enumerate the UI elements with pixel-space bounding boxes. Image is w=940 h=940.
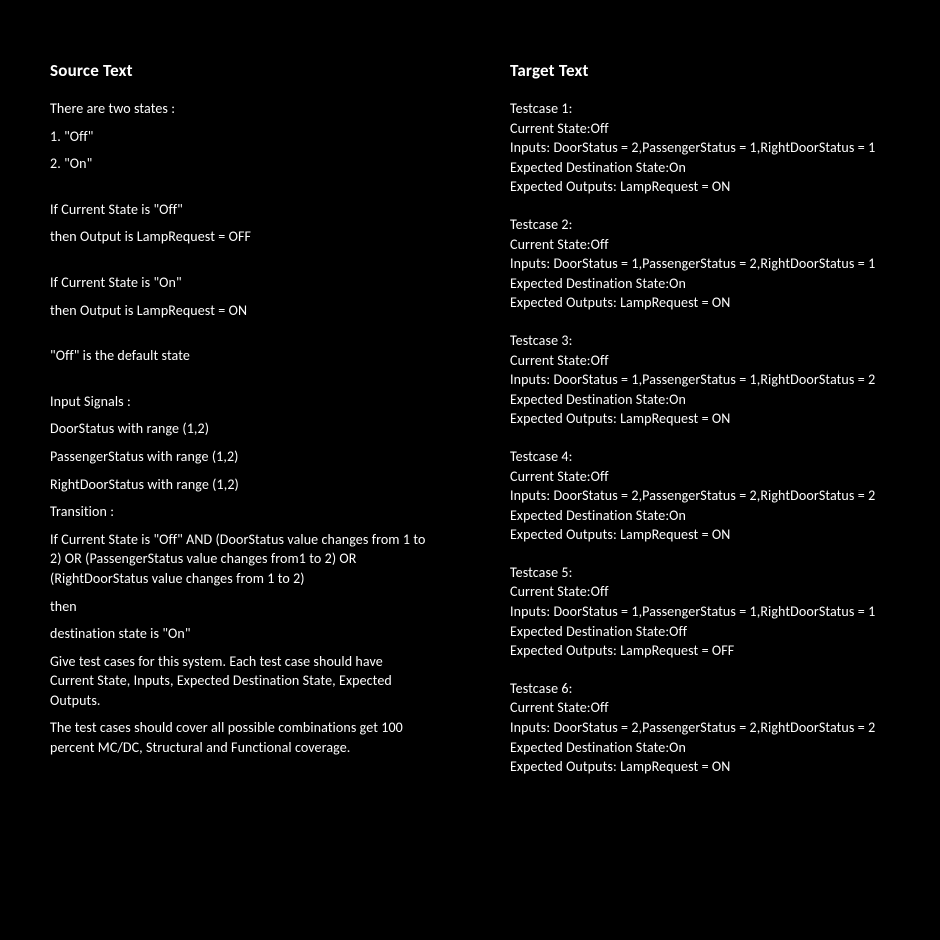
two-column-layout: Source Text There are two states : 1. "Of… — [30, 60, 910, 910]
testcase-title: Testcase 2: — [510, 215, 890, 235]
source-line: Input Signals : — [50, 392, 430, 412]
target-heading: Target Text — [510, 60, 890, 81]
source-spacer — [50, 182, 430, 200]
testcase-block: Testcase 6:Current State:OffInputs: Door… — [510, 679, 890, 777]
testcase-title: Testcase 5: — [510, 563, 890, 583]
source-line: If Current State is "On" — [50, 273, 430, 293]
source-line: then — [50, 597, 430, 617]
target-body: Testcase 1:Current State:OffInputs: Door… — [510, 99, 890, 795]
source-spacer — [50, 255, 430, 273]
testcase-currentState: Current State:Off — [510, 119, 890, 139]
testcase-inputs: Inputs: DoorStatus = 2,PassengerStatus =… — [510, 718, 890, 738]
testcase-title: Testcase 3: — [510, 331, 890, 351]
source-line: Give test cases for this system. Each te… — [50, 652, 430, 711]
target-column: Target Text Testcase 1:Current State:Off… — [490, 60, 910, 910]
testcase-destState: Expected Destination State:On — [510, 390, 890, 410]
testcase-inputs: Inputs: DoorStatus = 1,PassengerStatus =… — [510, 602, 890, 622]
source-line: PassengerStatus with range (1,2) — [50, 447, 430, 467]
testcase-outputs: Expected Outputs: LampRequest = ON — [510, 409, 890, 429]
testcase-currentState: Current State:Off — [510, 467, 890, 487]
source-line: If Current State is "Off" AND (DoorStatu… — [50, 530, 430, 589]
testcase-destState: Expected Destination State:Off — [510, 622, 890, 642]
source-line: 1. "Off" — [50, 127, 430, 147]
testcase-outputs: Expected Outputs: LampRequest = ON — [510, 177, 890, 197]
testcase-destState: Expected Destination State:On — [510, 506, 890, 526]
testcase-currentState: Current State:Off — [510, 351, 890, 371]
testcase-title: Testcase 6: — [510, 679, 890, 699]
source-line: then Output is LampRequest = ON — [50, 301, 430, 321]
source-heading: Source Text — [50, 60, 430, 81]
testcase-inputs: Inputs: DoorStatus = 2,PassengerStatus =… — [510, 138, 890, 158]
source-spacer — [50, 328, 430, 346]
testcase-title: Testcase 4: — [510, 447, 890, 467]
testcase-outputs: Expected Outputs: LampRequest = ON — [510, 293, 890, 313]
source-line: 2. "On" — [50, 154, 430, 174]
testcase-block: Testcase 2:Current State:OffInputs: Door… — [510, 215, 890, 313]
testcase-outputs: Expected Outputs: LampRequest = OFF — [510, 641, 890, 661]
source-line: then Output is LampRequest = OFF — [50, 227, 430, 247]
testcase-block: Testcase 4:Current State:OffInputs: Door… — [510, 447, 890, 545]
testcase-block: Testcase 5:Current State:OffInputs: Door… — [510, 563, 890, 661]
source-line: "Off" is the default state — [50, 346, 430, 366]
testcase-inputs: Inputs: DoorStatus = 1,PassengerStatus =… — [510, 254, 890, 274]
source-line: There are two states : — [50, 99, 430, 119]
testcase-outputs: Expected Outputs: LampRequest = ON — [510, 757, 890, 777]
testcase-destState: Expected Destination State:On — [510, 738, 890, 758]
testcase-outputs: Expected Outputs: LampRequest = ON — [510, 525, 890, 545]
source-line: If Current State is "Off" — [50, 200, 430, 220]
testcase-inputs: Inputs: DoorStatus = 2,PassengerStatus =… — [510, 486, 890, 506]
testcase-currentState: Current State:Off — [510, 582, 890, 602]
testcase-title: Testcase 1: — [510, 99, 890, 119]
source-line: DoorStatus with range (1,2) — [50, 419, 430, 439]
testcase-currentState: Current State:Off — [510, 235, 890, 255]
testcase-block: Testcase 1:Current State:OffInputs: Door… — [510, 99, 890, 197]
source-spacer — [50, 374, 430, 392]
source-column: Source Text There are two states : 1. "Of… — [30, 60, 450, 910]
source-body: There are two states : 1. "Off" 2. "On" If … — [50, 99, 430, 766]
testcase-block: Testcase 3:Current State:OffInputs: Door… — [510, 331, 890, 429]
source-line: Transition : — [50, 502, 430, 522]
testcase-currentState: Current State:Off — [510, 698, 890, 718]
testcase-destState: Expected Destination State:On — [510, 158, 890, 178]
source-line: RightDoorStatus with range (1,2) — [50, 475, 430, 495]
source-line: The test cases should cover all possible… — [50, 718, 430, 757]
source-line: destination state is "On" — [50, 624, 430, 644]
testcase-destState: Expected Destination State:On — [510, 274, 890, 294]
testcase-inputs: Inputs: DoorStatus = 1,PassengerStatus =… — [510, 370, 890, 390]
